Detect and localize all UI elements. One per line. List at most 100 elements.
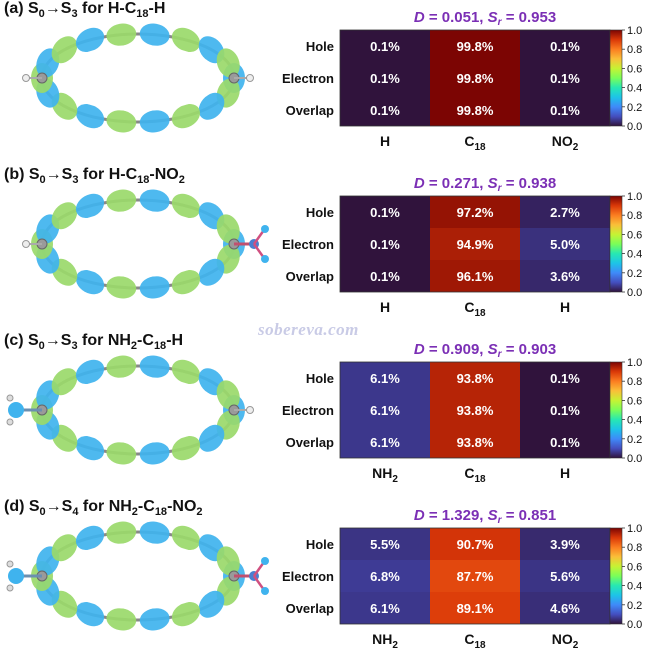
isosurface-lobe xyxy=(51,534,78,562)
row-label: Overlap xyxy=(286,103,334,118)
colorbar-tick-label: 0.4 xyxy=(627,581,642,593)
metric-title: D = 0.051, Sr = 0.953 xyxy=(414,9,556,28)
cell-value-label: 5.5% xyxy=(370,537,400,552)
heatmap-cell xyxy=(430,394,520,426)
colorbar-tick-label: 0.8 xyxy=(627,542,642,554)
row-label: Hole xyxy=(306,205,334,220)
colorbar-tick-label: 1.0 xyxy=(627,25,642,37)
column-label: NH2 xyxy=(372,465,398,485)
heatmap-cell xyxy=(340,94,430,126)
colorbar-tick-label: 0.6 xyxy=(627,561,642,573)
cell-value-label: 6.8% xyxy=(370,569,400,584)
column-label: H xyxy=(560,299,570,315)
heatmap-cell xyxy=(430,196,520,228)
heatmap-cell xyxy=(520,592,610,624)
isosurface-lobe xyxy=(139,110,170,133)
colorbar-tick-label: 0.2 xyxy=(627,434,642,446)
heatmap-cell xyxy=(520,196,610,228)
panel-label: (b) xyxy=(4,166,29,183)
colorbar xyxy=(609,195,623,293)
panel-label: (a) xyxy=(4,0,28,17)
colorbar-tick-label: 0.8 xyxy=(627,376,642,388)
heatmap-cell xyxy=(430,592,520,624)
colorbar-tick-label: 0.0 xyxy=(627,121,642,133)
isosurface-lobe xyxy=(139,23,170,46)
heatmap-cell xyxy=(340,260,430,292)
colorbar-tick-label: 0.0 xyxy=(627,619,642,631)
heatmap-cell xyxy=(520,528,610,560)
column-label: C18 xyxy=(464,133,486,153)
isosurface-lobe xyxy=(75,27,105,53)
colorbar xyxy=(609,29,623,127)
colorbar-tick-label: 0.6 xyxy=(627,395,642,407)
heatmap-cell xyxy=(520,62,610,94)
isosurface-lobe xyxy=(216,546,240,576)
cell-value-label: 6.1% xyxy=(370,601,400,616)
isosurface-lobe xyxy=(106,442,137,465)
cell-value-label: 89.1% xyxy=(457,601,494,616)
row-label: Electron xyxy=(282,237,334,252)
cell-value-label: 94.9% xyxy=(457,237,494,252)
metric-title: D = 0.909, Sr = 0.903 xyxy=(414,341,556,360)
isosurface-lobe xyxy=(106,189,137,212)
cell-value-label: 90.7% xyxy=(457,537,494,552)
isosurface-lobe xyxy=(171,27,201,53)
colorbar-tick-label: 0.2 xyxy=(627,268,642,280)
isosurface-lobe xyxy=(139,442,170,465)
panel-title: (c) S0→S3 for NH2-C18-H xyxy=(4,332,184,353)
isosurface-lobe xyxy=(171,601,201,627)
hydrogen-atom xyxy=(22,240,30,248)
column-label: C18 xyxy=(464,631,486,651)
isosurface-lobe xyxy=(198,590,225,618)
isosurface-lobe xyxy=(216,214,240,244)
isosurface-lobe xyxy=(51,202,78,230)
isosurface-lobe xyxy=(216,380,240,410)
heatmap-cell xyxy=(430,260,520,292)
isosurface-lobe xyxy=(198,258,225,286)
isosurface-lobe xyxy=(171,193,201,219)
panel-title: (a) S0→S3 for H-C18-H xyxy=(4,0,166,21)
heatmap: D = 1.329, Sr = 0.851 5.5% 90.7% 3.9% Hole 6.… xyxy=(282,507,642,651)
cell-value-label: 6.1% xyxy=(370,371,400,386)
colorbar-tick-label: 1.0 xyxy=(627,357,642,369)
cell-value-label: 99.8% xyxy=(457,39,494,54)
cell-value-label: 0.1% xyxy=(370,269,400,284)
colorbar-tick-label: 1.0 xyxy=(627,191,642,203)
column-label: NO2 xyxy=(552,133,579,153)
cell-value-label: 0.1% xyxy=(550,435,580,450)
isosurface-lobe xyxy=(75,525,105,551)
heatmap-cell xyxy=(430,30,520,62)
isosurface-lobe xyxy=(106,276,137,299)
heatmap-cell xyxy=(340,426,430,458)
cell-value-label: 96.1% xyxy=(457,269,494,284)
colorbar-tick-label: 0.8 xyxy=(627,210,642,222)
heatmap-cell xyxy=(430,94,520,126)
colorbar-tick-label: 0.8 xyxy=(627,44,642,56)
isosurface-lobe xyxy=(171,269,201,295)
column-label: NO2 xyxy=(552,631,579,651)
molecule-image xyxy=(22,23,254,133)
panel-title: (d) S0→S4 for NH2-C18-NO2 xyxy=(4,498,203,519)
column-label: H xyxy=(380,299,390,315)
cell-value-label: 5.0% xyxy=(550,237,580,252)
heatmap-cell xyxy=(340,228,430,260)
cell-value-label: 4.6% xyxy=(550,601,580,616)
row-label: Overlap xyxy=(286,601,334,616)
column-label: NH2 xyxy=(372,631,398,651)
heatmap-cell xyxy=(430,228,520,260)
cell-value-label: 0.1% xyxy=(370,71,400,86)
cell-value-label: 0.1% xyxy=(370,103,400,118)
watermark: sobereva.com xyxy=(258,320,359,339)
isosurface-lobe xyxy=(171,435,201,461)
cell-value-label: 0.1% xyxy=(550,371,580,386)
cell-value-label: 3.9% xyxy=(550,537,580,552)
heatmap-cell xyxy=(430,528,520,560)
isosurface-lobe xyxy=(106,608,137,631)
cell-value-label: 97.2% xyxy=(457,205,494,220)
colorbar-tick-label: 0.0 xyxy=(627,287,642,299)
cell-value-label: 0.1% xyxy=(550,103,580,118)
isosurface-lobe xyxy=(171,359,201,385)
cell-value-label: 0.1% xyxy=(370,237,400,252)
isosurface-lobe xyxy=(106,23,137,46)
row-label: Hole xyxy=(306,39,334,54)
